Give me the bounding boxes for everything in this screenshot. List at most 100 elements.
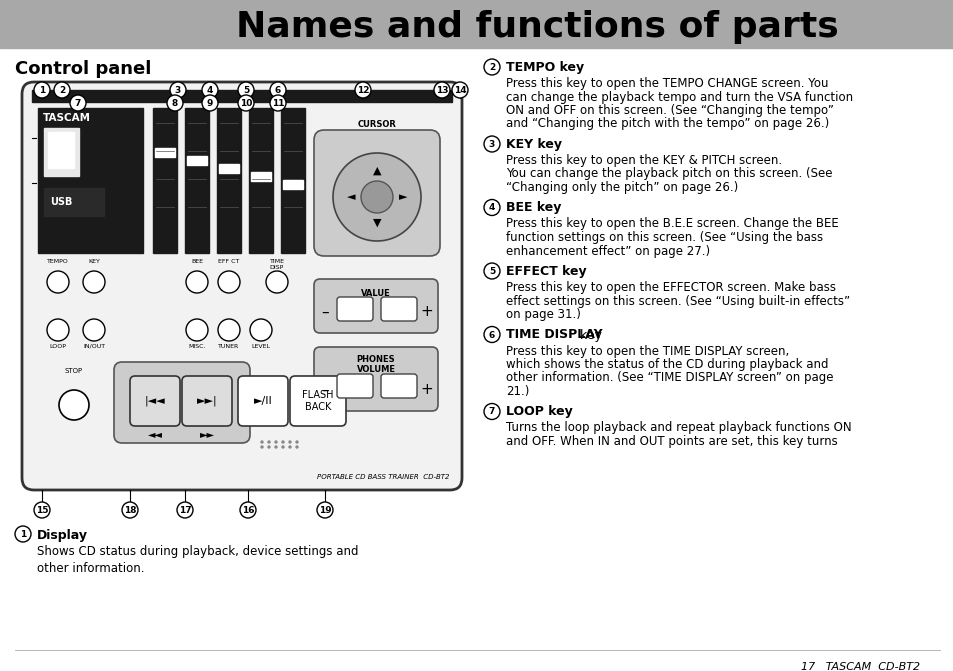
Bar: [219, 164, 239, 173]
Circle shape: [261, 441, 263, 443]
Circle shape: [270, 82, 286, 98]
FancyBboxPatch shape: [314, 130, 439, 256]
Text: enhancement effect” on page 27.): enhancement effect” on page 27.): [505, 244, 709, 258]
Bar: [48, 132, 74, 168]
Text: other information. (See “TIME DISPLAY screen” on page: other information. (See “TIME DISPLAY sc…: [505, 372, 833, 384]
FancyBboxPatch shape: [290, 376, 346, 426]
Text: Press this key to open the EFFECTOR screen. Make bass: Press this key to open the EFFECTOR scre…: [505, 281, 835, 294]
Text: 10: 10: [239, 99, 252, 108]
Circle shape: [186, 319, 208, 341]
Circle shape: [202, 95, 218, 111]
Circle shape: [289, 441, 291, 443]
Text: 18: 18: [124, 506, 136, 515]
Circle shape: [47, 319, 69, 341]
Circle shape: [295, 446, 297, 448]
Circle shape: [237, 82, 253, 98]
Circle shape: [218, 271, 240, 293]
Text: 6: 6: [488, 331, 495, 340]
Circle shape: [261, 446, 263, 448]
Text: 14: 14: [454, 86, 466, 95]
Circle shape: [483, 136, 499, 152]
Circle shape: [266, 271, 288, 293]
Text: on page 31.): on page 31.): [505, 308, 580, 321]
Circle shape: [167, 95, 183, 111]
Text: Turns the loop playback and repeat playback functions ON: Turns the loop playback and repeat playb…: [505, 421, 851, 435]
Text: 15: 15: [35, 506, 49, 515]
Circle shape: [483, 59, 499, 75]
Bar: [38, 108, 143, 253]
Text: Display: Display: [37, 529, 88, 542]
Text: ►: ►: [398, 192, 407, 202]
Text: and “Changing the pitch with the tempo” on page 26.): and “Changing the pitch with the tempo” …: [505, 117, 828, 130]
Text: USB: USB: [50, 197, 72, 207]
Circle shape: [34, 82, 50, 98]
Text: STOP: STOP: [65, 368, 83, 374]
Text: ►►|: ►►|: [196, 396, 217, 406]
Circle shape: [54, 82, 70, 98]
Text: 6: 6: [274, 86, 281, 95]
Text: Press this key to open the B.E.E screen. Change the BEE: Press this key to open the B.E.E screen.…: [505, 217, 838, 231]
Text: Names and functions of parts: Names and functions of parts: [235, 10, 838, 44]
Text: Press this key to open the TEMPO CHANGE screen. You: Press this key to open the TEMPO CHANGE …: [505, 77, 827, 90]
Text: 17   TASCAM  CD-BT2: 17 TASCAM CD-BT2: [800, 662, 919, 671]
Text: Press this key to open the KEY & PITCH screen.: Press this key to open the KEY & PITCH s…: [505, 154, 781, 167]
Bar: [216, 108, 241, 253]
Text: TIME
DISP: TIME DISP: [269, 259, 284, 270]
FancyBboxPatch shape: [314, 279, 437, 333]
Circle shape: [270, 95, 286, 111]
Text: +: +: [420, 382, 433, 397]
Text: Shows CD status during playback, device settings and
other information.: Shows CD status during playback, device …: [37, 545, 358, 576]
Circle shape: [70, 95, 86, 111]
Circle shape: [282, 441, 284, 443]
Text: ▼: ▼: [373, 218, 381, 228]
Circle shape: [47, 271, 69, 293]
Text: 9: 9: [207, 99, 213, 108]
Circle shape: [250, 319, 272, 341]
Text: LOOP: LOOP: [50, 344, 67, 349]
Circle shape: [360, 181, 393, 213]
Text: 17: 17: [178, 506, 192, 515]
Circle shape: [34, 502, 50, 518]
Circle shape: [483, 199, 499, 215]
Text: PHONES
VOLUME: PHONES VOLUME: [356, 355, 395, 374]
Text: BEE key: BEE key: [505, 201, 560, 215]
Text: “Changing only the pitch” on page 26.): “Changing only the pitch” on page 26.): [505, 181, 738, 194]
Bar: [187, 156, 207, 165]
Circle shape: [186, 271, 208, 293]
Text: 5: 5: [488, 267, 495, 276]
Bar: [32, 90, 452, 102]
FancyBboxPatch shape: [336, 374, 373, 398]
Text: 11: 11: [272, 99, 284, 108]
Text: and OFF. When IN and OUT points are set, this key turns: and OFF. When IN and OUT points are set,…: [505, 435, 837, 448]
Text: effect settings on this screen. (See “Using built-in effects”: effect settings on this screen. (See “Us…: [505, 295, 849, 307]
Text: –: –: [321, 305, 329, 319]
Text: 4: 4: [488, 203, 495, 213]
Text: TEMPO key: TEMPO key: [505, 61, 583, 74]
FancyBboxPatch shape: [113, 362, 250, 443]
Text: –: –: [321, 382, 329, 397]
Text: MISC.: MISC.: [188, 344, 206, 349]
Text: +: +: [420, 305, 433, 319]
Circle shape: [434, 82, 450, 98]
Text: 1: 1: [39, 86, 45, 95]
Text: KEY key: KEY key: [505, 138, 561, 151]
Text: function settings on this screen. (See “Using the bass: function settings on this screen. (See “…: [505, 231, 822, 244]
Text: ►►: ►►: [199, 429, 214, 439]
Circle shape: [295, 441, 297, 443]
FancyBboxPatch shape: [380, 374, 416, 398]
Bar: [0, 0, 953, 48]
Circle shape: [15, 526, 30, 542]
Text: ►/II: ►/II: [253, 396, 273, 406]
Text: 19: 19: [318, 506, 331, 515]
Circle shape: [274, 446, 276, 448]
Circle shape: [333, 153, 420, 241]
Text: 8: 8: [172, 99, 178, 108]
FancyBboxPatch shape: [336, 297, 373, 321]
Text: 4: 4: [207, 86, 213, 95]
Circle shape: [268, 441, 270, 443]
Bar: [251, 172, 271, 181]
Circle shape: [240, 502, 255, 518]
Bar: [281, 108, 305, 253]
Circle shape: [316, 502, 333, 518]
Text: 16: 16: [241, 506, 254, 515]
